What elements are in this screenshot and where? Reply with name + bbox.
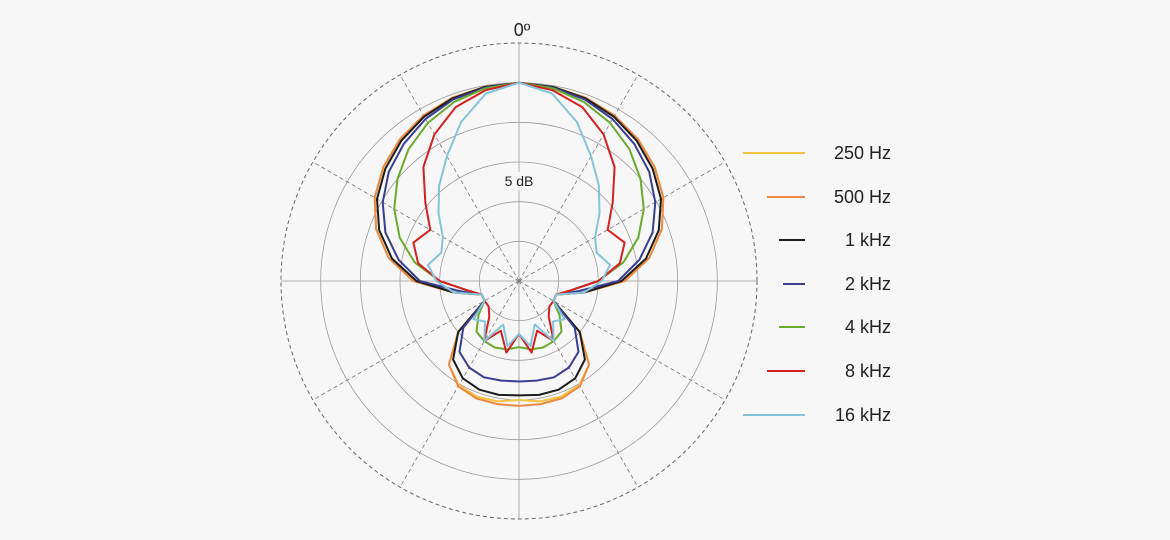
legend-item: 16 kHz (735, 394, 905, 438)
chart-legend: 250 Hz 500 Hz 1 kHz 2 kHz 4 kHz 8 kHz 16 kHz (735, 132, 905, 437)
series-curve-500-hz (373, 81, 665, 407)
legend-swatch (767, 369, 805, 372)
legend-label: 250 Hz (833, 143, 891, 163)
angle-label-0deg: 0º (514, 20, 531, 40)
legend-label: 8 kHz (844, 360, 891, 381)
series-curve-4-khz (393, 81, 645, 351)
grid-spoke (518, 74, 639, 282)
polar-labels: 0º 5 dB (500, 20, 538, 190)
legend-label: 2 kHz (844, 273, 891, 294)
series-curve-16-khz (426, 81, 612, 348)
legend-item: 2 kHz (735, 263, 905, 307)
grid-spoke (399, 74, 520, 282)
radial-label-5db: 5 dB (505, 173, 534, 189)
legend-item: 1 kHz (735, 219, 905, 263)
legend-item: 4 kHz (735, 306, 905, 350)
grid-spoke (518, 280, 639, 488)
polar-curves (373, 81, 665, 407)
series-curve-2-khz (381, 81, 657, 383)
legend-label: 500 Hz (833, 186, 891, 207)
legend-swatch (767, 195, 805, 198)
legend-item: 8 kHz (735, 350, 905, 394)
grid-spoke (518, 161, 726, 282)
radial-label-bg (500, 172, 538, 190)
legend-label: 16 kHz (834, 404, 891, 425)
legend-swatch (743, 413, 805, 416)
legend-swatch (783, 282, 805, 285)
polar-grid (280, 42, 758, 520)
legend-item: 250 Hz (735, 132, 905, 176)
legend-swatch (743, 152, 805, 154)
series-curve-1-khz (376, 81, 662, 397)
grid-spoke (399, 280, 520, 488)
grid-spoke (312, 280, 520, 401)
legend-swatch (779, 326, 805, 329)
grid-spoke (312, 161, 520, 282)
legend-swatch (779, 239, 805, 242)
legend-item: 500 Hz (735, 176, 905, 220)
legend-label: 4 kHz (844, 317, 891, 338)
grid-spoke (518, 280, 726, 401)
legend-label: 1 kHz (844, 230, 891, 251)
